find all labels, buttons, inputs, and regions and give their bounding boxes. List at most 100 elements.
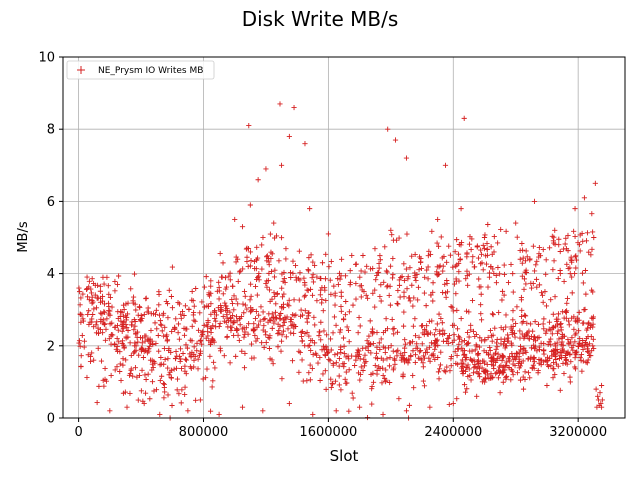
data-point [86,308,92,314]
data-point [456,260,462,267]
data-point [76,285,82,291]
data-point [572,332,578,338]
data-point [495,264,501,271]
data-point [505,335,511,341]
data-point [426,248,432,254]
data-point [560,246,567,252]
data-point [541,316,547,322]
data-point [255,322,262,328]
data-point [242,329,248,335]
data-point [556,236,562,242]
data-point [585,357,591,363]
data-point [522,312,528,318]
data-point [107,294,114,301]
data-point [425,331,431,337]
data-point [412,251,418,257]
data-point [259,266,265,272]
data-point [201,322,207,328]
data-point [520,247,526,253]
data-point [250,328,257,334]
data-point [344,324,350,330]
data-point [124,324,130,331]
data-point [271,320,277,326]
data-point [342,312,348,318]
data-point [210,378,216,384]
data-point [546,339,552,345]
data-point [112,288,118,294]
data-point [477,374,483,380]
data-point [517,328,523,334]
data-point [540,348,547,354]
data-point [189,323,195,329]
data-point [357,356,363,362]
data-point [241,310,247,316]
data-point [555,328,561,334]
data-point [270,361,276,367]
data-point [453,263,459,269]
data-point [264,278,270,284]
data-point [513,220,519,226]
data-point [394,300,400,306]
data-point [253,276,260,282]
data-point [135,312,141,318]
data-point [394,329,401,335]
data-point [333,322,339,328]
data-point [313,352,320,358]
data-point [472,361,478,368]
data-point [435,342,441,348]
data-point [427,344,433,350]
data-point [396,396,402,402]
data-point [220,313,226,319]
data-point [439,320,445,326]
data-point [572,233,578,240]
data-point [524,320,530,326]
data-point [102,365,108,372]
data-point [235,332,241,338]
data-point [341,316,347,322]
data-point [245,263,251,270]
data-point [320,308,326,314]
data-point [208,283,214,289]
data-point [456,269,462,275]
data-point [553,356,559,363]
data-point [383,316,389,322]
data-point [412,359,418,366]
data-point [512,362,518,369]
data-point [536,347,543,353]
data-point [358,294,364,300]
data-point [114,364,120,370]
data-point [373,277,379,283]
data-point [564,308,570,314]
data-point [156,291,162,298]
data-point [572,254,578,260]
data-point [226,273,232,279]
data-point [200,331,206,337]
data-point [526,336,533,342]
data-point [322,368,328,374]
data-point [499,357,505,364]
data-point [523,281,529,287]
data-point [129,319,135,325]
data-point [279,285,285,291]
data-point [117,361,123,367]
data-point [336,355,342,362]
data-point [464,386,470,392]
data-point [401,261,407,267]
data-point [548,297,554,303]
data-point [510,308,516,314]
data-point [260,234,266,241]
data-point [485,372,491,378]
data-point [554,346,560,353]
data-point [222,300,228,306]
data-point [335,281,341,288]
legend-label: NE_Prysm IO Writes MB [98,66,203,76]
data-point [276,330,282,336]
data-point [584,360,590,366]
data-point [304,378,310,384]
data-point [304,329,310,335]
data-point [189,297,195,303]
data-point [420,378,427,384]
data-point [581,307,587,313]
data-point [280,322,286,329]
data-point [332,302,338,308]
